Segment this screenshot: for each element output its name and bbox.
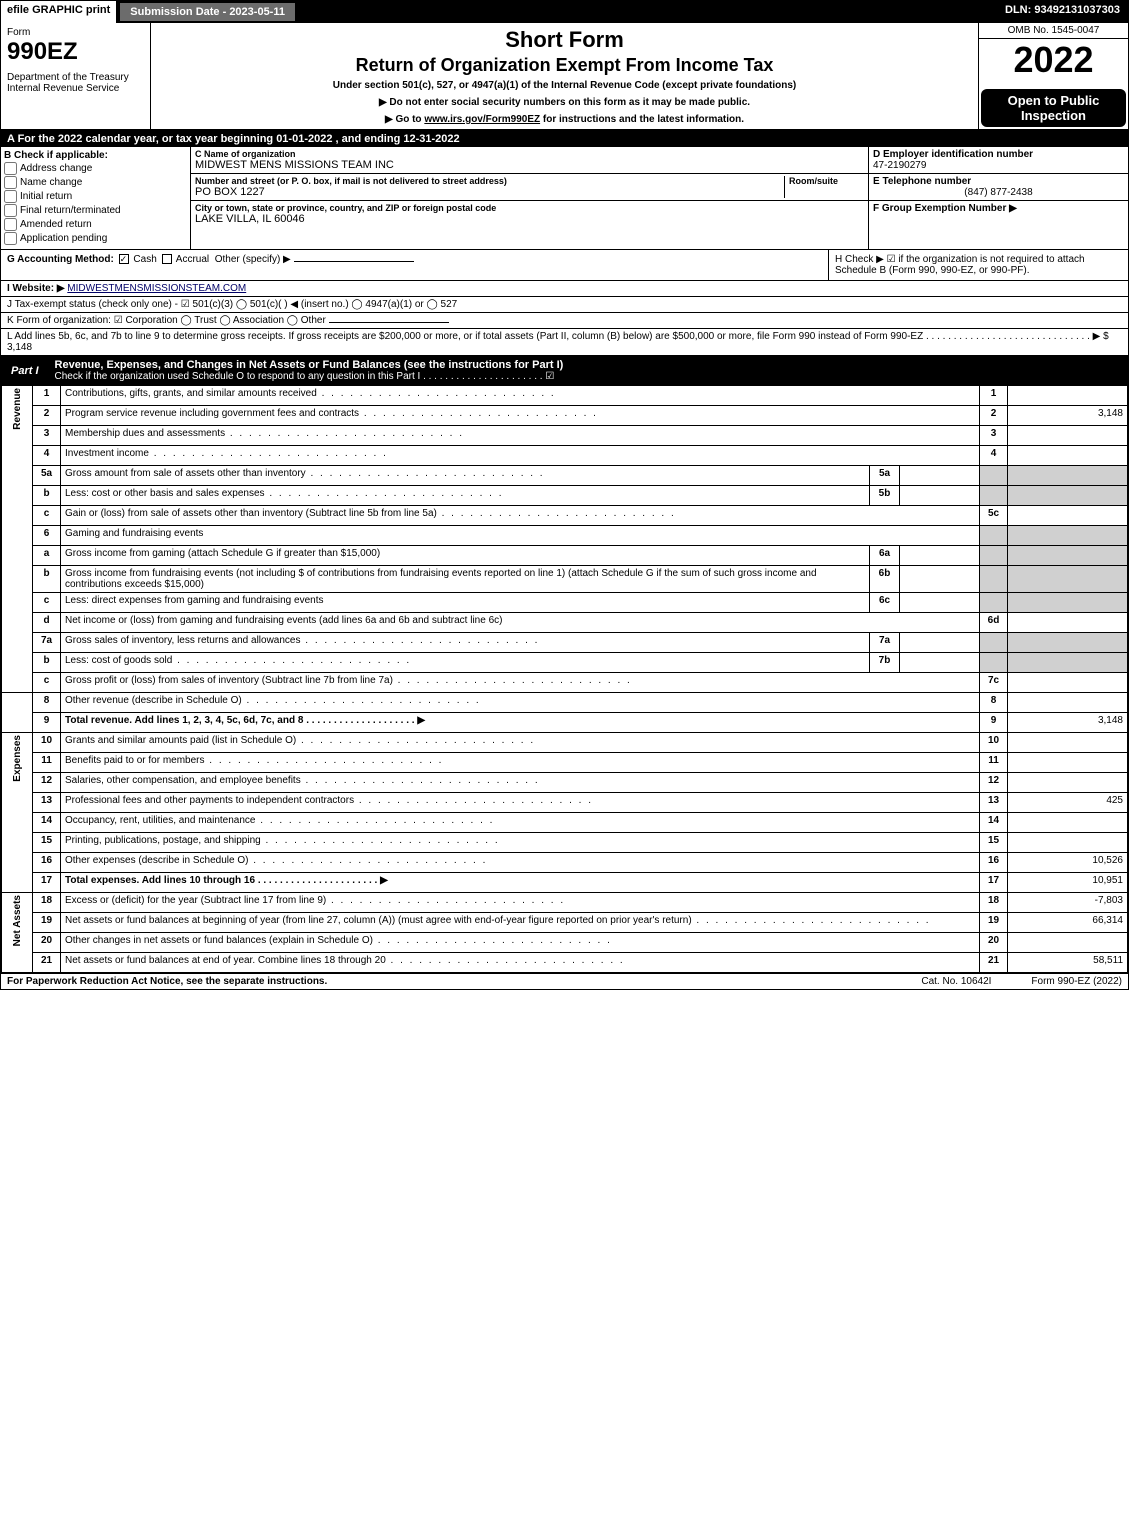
form-page: efile GRAPHIC print Submission Date - 20…: [0, 0, 1129, 990]
warning-ssn: ▶ Do not enter social security numbers o…: [157, 97, 972, 108]
expenses-label: Expenses: [2, 733, 33, 893]
phone-cell: E Telephone number (847) 877-2438: [869, 174, 1128, 201]
ein: 47-2190279: [873, 160, 1124, 171]
chk-initial-return[interactable]: Initial return: [4, 190, 187, 203]
amt-1: [1008, 386, 1128, 406]
form-word: Form: [7, 27, 144, 38]
form-header: Form 990EZ Department of the Treasury In…: [1, 23, 1128, 131]
chk-address-change[interactable]: Address change: [4, 162, 187, 175]
part-1-tab: Part I: [1, 362, 49, 380]
chk-amended-return[interactable]: Amended return: [4, 218, 187, 231]
header-left: Form 990EZ Department of the Treasury In…: [1, 23, 151, 129]
form-of-organization: K Form of organization: ☑ Corporation ◯ …: [1, 313, 1128, 329]
h-schedule-b: H Check ▶ ☑ if the organization is not r…: [828, 250, 1128, 280]
ein-cell: D Employer identification number 47-2190…: [869, 147, 1128, 174]
website-line: I Website: ▶ MIDWESTMENSMISSIONSTEAM.COM: [1, 281, 1128, 297]
tax-exempt-status: J Tax-exempt status (check only one) - ☑…: [1, 297, 1128, 313]
short-form-title: Short Form: [157, 27, 972, 53]
row-g-h: G Accounting Method: Cash Accrual Other …: [1, 250, 1128, 281]
phone: (847) 877-2438: [873, 187, 1124, 198]
header-right: OMB No. 1545-0047 2022 Open to Public In…: [978, 23, 1128, 129]
cat-no: Cat. No. 10642I: [921, 976, 991, 987]
column-c: C Name of organization MIDWEST MENS MISS…: [191, 147, 868, 249]
city: LAKE VILLA, IL 60046: [195, 213, 864, 225]
org-name: MIDWEST MENS MISSIONS TEAM INC: [195, 159, 864, 171]
goto-line: ▶ Go to www.irs.gov/Form990EZ for instru…: [157, 114, 972, 125]
column-cde: C Name of organization MIDWEST MENS MISS…: [191, 147, 1128, 249]
amt-16: 10,526: [1008, 853, 1128, 873]
top-bar: efile GRAPHIC print Submission Date - 20…: [1, 1, 1128, 23]
part-1-title: Revenue, Expenses, and Changes in Net As…: [49, 356, 1128, 385]
amt-19: 66,314: [1008, 913, 1128, 933]
revenue-label: Revenue: [2, 386, 33, 693]
return-title: Return of Organization Exempt From Incom…: [157, 55, 972, 76]
org-name-cell: C Name of organization MIDWEST MENS MISS…: [191, 147, 868, 174]
amt-9: 3,148: [1008, 713, 1128, 733]
dln-label: DLN: 93492131037303: [997, 1, 1128, 23]
part1-table: Revenue 1 Contributions, gifts, grants, …: [1, 385, 1128, 973]
efile-label: efile GRAPHIC print: [1, 1, 118, 23]
line-l: L Add lines 5b, 6c, and 7b to line 9 to …: [1, 329, 1128, 356]
header-center: Short Form Return of Organization Exempt…: [151, 23, 978, 129]
open-public-badge: Open to Public Inspection: [981, 89, 1126, 127]
amt-18: -7,803: [1008, 893, 1128, 913]
row-a: A For the 2022 calendar year, or tax yea…: [1, 131, 1128, 147]
amt-17: 10,951: [1008, 873, 1128, 893]
amt-21: 58,511: [1008, 953, 1128, 973]
page-footer: For Paperwork Reduction Act Notice, see …: [1, 973, 1128, 989]
amt-13: 425: [1008, 793, 1128, 813]
street-cell: Number and street (or P. O. box, if mail…: [191, 174, 868, 201]
paperwork-notice: For Paperwork Reduction Act Notice, see …: [7, 976, 881, 987]
accrual-checkbox[interactable]: [162, 254, 172, 264]
chk-application-pending[interactable]: Application pending: [4, 232, 187, 245]
group-exemption-cell: F Group Exemption Number ▶: [869, 201, 1128, 216]
submission-date: Submission Date - 2023-05-11: [119, 2, 296, 22]
chk-name-change[interactable]: Name change: [4, 176, 187, 189]
omb-number: OMB No. 1545-0047: [979, 23, 1128, 39]
gross-receipts: 3,148: [7, 342, 32, 353]
city-cell: City or town, state or province, country…: [191, 201, 868, 227]
column-de: D Employer identification number 47-2190…: [868, 147, 1128, 249]
tax-year: 2022: [979, 39, 1128, 87]
accounting-method: G Accounting Method: Cash Accrual Other …: [1, 250, 828, 280]
street: PO BOX 1227: [195, 186, 784, 198]
column-b: B Check if applicable: Address change Na…: [1, 147, 191, 249]
cash-checkbox[interactable]: [119, 254, 129, 264]
form-number: 990EZ: [7, 38, 144, 66]
section-b-c-d-e-f: B Check if applicable: Address change Na…: [1, 147, 1128, 250]
website-link[interactable]: MIDWESTMENSMISSIONSTEAM.COM: [67, 283, 246, 294]
amt-2: 3,148: [1008, 406, 1128, 426]
net-assets-label: Net Assets: [2, 893, 33, 973]
part-1-header: Part I Revenue, Expenses, and Changes in…: [1, 356, 1128, 385]
under-section: Under section 501(c), 527, or 4947(a)(1)…: [157, 80, 972, 91]
chk-final-return[interactable]: Final return/terminated: [4, 204, 187, 217]
form-ref: Form 990-EZ (2022): [1031, 976, 1122, 987]
b-header: B Check if applicable:: [4, 150, 187, 161]
irs-link[interactable]: www.irs.gov/Form990EZ: [424, 114, 540, 125]
department-label: Department of the Treasury Internal Reve…: [7, 72, 144, 94]
